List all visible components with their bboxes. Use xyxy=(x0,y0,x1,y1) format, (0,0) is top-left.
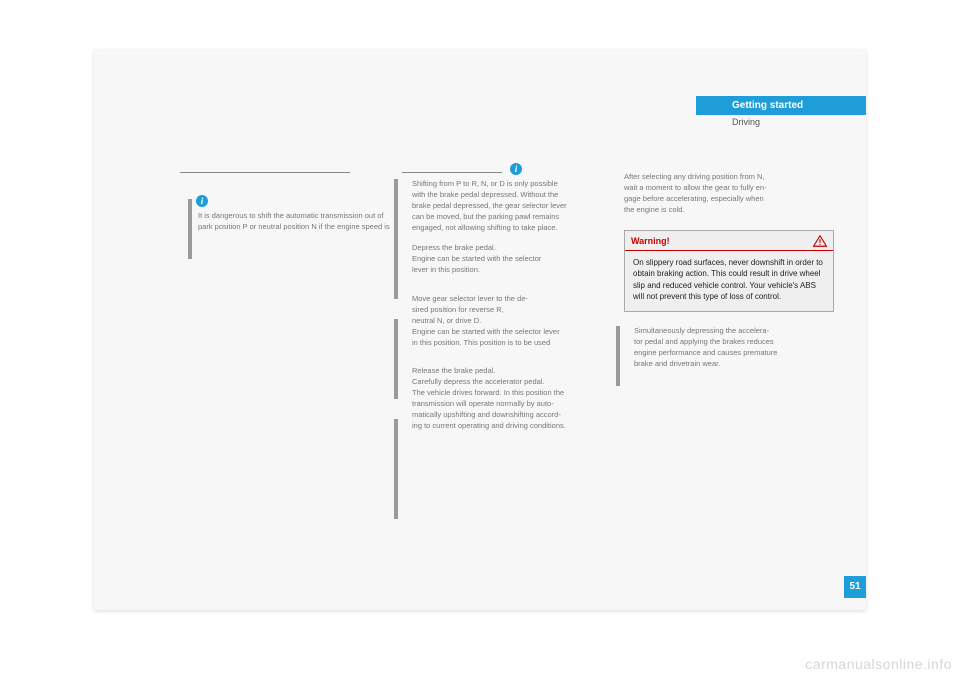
section-subtitle: Driving xyxy=(696,115,866,127)
manual-page: Getting started Driving i It is dangerou… xyxy=(94,50,866,610)
section-header: Getting started xyxy=(696,96,866,115)
column-3: After selecting any driving position fro… xyxy=(624,172,834,369)
watermark: carmanualsonline.info xyxy=(805,656,952,672)
separator-line xyxy=(180,172,350,173)
separator-line xyxy=(402,172,502,173)
warning-header: Warning! xyxy=(625,231,833,251)
col1-text: It is dangerous to shift the automatic t… xyxy=(198,211,390,233)
warning-body: On slippery road surfaces, never downshi… xyxy=(625,251,833,311)
gray-bar-1 xyxy=(394,179,398,299)
section-title: Getting started xyxy=(732,100,803,111)
column-1: i It is dangerous to shift the automatic… xyxy=(180,172,390,309)
warning-triangle-icon xyxy=(813,235,827,247)
warning-title: Warning! xyxy=(631,235,670,248)
gray-bar-3 xyxy=(394,419,398,519)
col2-step3: Release the brake pedal. Carefully depre… xyxy=(412,366,612,431)
column-2: i Shifting from P to R, N, or D is only … xyxy=(402,172,612,549)
gray-bar-col3 xyxy=(616,326,620,386)
info-icon: i xyxy=(196,195,208,207)
col2-step2: Move gear selector lever to the de- sire… xyxy=(412,294,612,348)
gray-bar-2 xyxy=(394,319,398,399)
col2-step1: Depress the brake pedal. Engine can be s… xyxy=(412,243,612,276)
info-bar xyxy=(188,199,192,259)
warning-box: Warning! On slippery road surfaces, neve… xyxy=(624,230,834,312)
col3-note: Simultaneously depressing the accelera- … xyxy=(624,326,834,370)
col2-intro: Shifting from P to R, N, or D is only po… xyxy=(412,179,612,233)
page-number: 51 xyxy=(844,576,866,598)
info-icon: i xyxy=(510,163,522,175)
col3-intro: After selecting any driving position fro… xyxy=(624,172,834,216)
